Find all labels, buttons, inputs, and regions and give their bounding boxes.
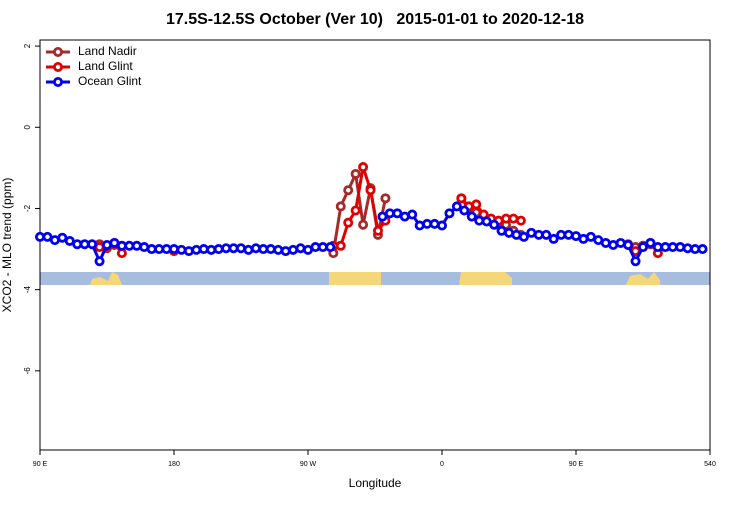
point (94, 256, 105, 267)
point (407, 209, 418, 220)
point (377, 211, 388, 222)
point (235, 243, 246, 254)
point (638, 242, 649, 253)
point (183, 246, 194, 257)
point (325, 242, 336, 253)
x-tick-label: 540 (704, 461, 716, 468)
point (456, 193, 467, 204)
land-band (626, 272, 660, 285)
point (131, 240, 142, 251)
point (87, 239, 98, 250)
x-tick-label: 90 E (33, 461, 48, 468)
point (343, 217, 354, 228)
point (343, 185, 354, 196)
point (697, 244, 708, 255)
point (623, 239, 634, 250)
point (429, 218, 440, 229)
point (675, 242, 686, 253)
point (489, 219, 500, 230)
point (42, 231, 53, 242)
point (414, 220, 425, 231)
x-tick-label: 90 W (300, 461, 317, 468)
point (392, 208, 403, 219)
point (548, 233, 559, 244)
point (57, 232, 68, 243)
land-band (90, 272, 122, 285)
plot-frame (39, 39, 711, 451)
point (471, 199, 482, 210)
land-band (329, 272, 381, 285)
point (515, 215, 526, 226)
y-tick-label: -4 (23, 286, 32, 294)
point (585, 231, 596, 242)
chart-title: 17.5S-12.5S October (Ver 10) 2015-01-01 … (166, 11, 584, 28)
legend-label: Land Nadir (78, 44, 137, 58)
point (350, 168, 361, 179)
x-tick-label: 90 E (569, 461, 584, 468)
point (444, 208, 455, 219)
point (288, 244, 299, 255)
y-axis-label: XCO2 - MLO trend (ppm) (0, 178, 14, 313)
point (280, 246, 291, 257)
point (295, 243, 306, 254)
surface-band (40, 272, 710, 285)
y-tick-label: 0 (23, 125, 32, 130)
land-band (459, 272, 512, 285)
point (436, 220, 447, 231)
point (273, 244, 284, 255)
legend-marker (53, 77, 64, 88)
point (358, 219, 369, 230)
legend-marker (53, 62, 64, 73)
point (365, 185, 376, 196)
point (335, 201, 346, 212)
x-tick-label: 180 (168, 461, 180, 468)
point (335, 240, 346, 251)
x-axis-label: Longitude (349, 476, 402, 490)
legend-marker (53, 47, 64, 58)
point (481, 216, 492, 227)
point (466, 211, 477, 222)
point (518, 231, 529, 242)
point (645, 237, 656, 248)
point (358, 162, 369, 173)
legend-label: Ocean Glint (78, 74, 142, 88)
x-tick-label: 0 (440, 461, 444, 468)
point (541, 229, 552, 240)
point (563, 229, 574, 240)
point (350, 205, 361, 216)
point (64, 235, 75, 246)
point (459, 205, 470, 216)
y-tick-label: -6 (23, 367, 32, 375)
point (451, 201, 462, 212)
y-tick-label: -2 (23, 204, 32, 212)
point (630, 256, 641, 267)
point (380, 193, 391, 204)
y-tick-label: 2 (23, 43, 32, 48)
legend-label: Land Glint (78, 59, 133, 73)
point (372, 225, 383, 236)
point (176, 244, 187, 255)
point (243, 244, 254, 255)
